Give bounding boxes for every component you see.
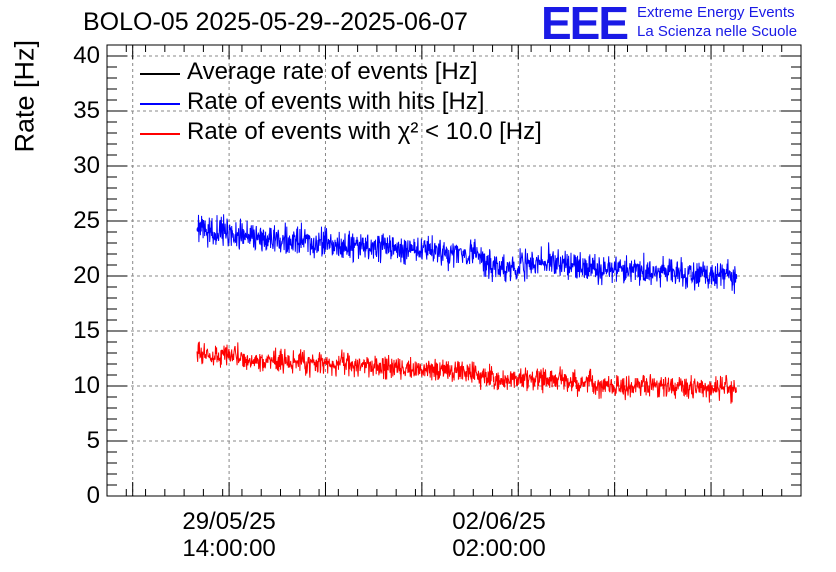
legend-swatch-blue xyxy=(140,103,180,105)
x-tick-date: 02/06/25 xyxy=(452,508,546,535)
legend-label: Average rate of events [Hz] xyxy=(187,58,478,85)
y-axis-label: Rate [Hz] xyxy=(9,39,40,153)
legend-label: Rate of events with hits [Hz] xyxy=(187,88,485,115)
y-tick-label: 10 xyxy=(73,372,100,399)
x-tick-date: 29/05/25 xyxy=(182,508,276,535)
y-tick-label: 40 xyxy=(73,42,100,69)
logo-caption: Extreme Energy Events La Scienza nelle S… xyxy=(637,3,797,41)
x-tick-time: 14:00:00 xyxy=(182,535,276,562)
y-tick-label: 15 xyxy=(73,317,100,344)
axis-ticks xyxy=(106,45,802,497)
y-tick-label: 35 xyxy=(73,97,100,124)
x-tick-time: 02:00:00 xyxy=(452,535,546,562)
series-layer xyxy=(196,214,738,404)
x-tick-label: 29/05/25 14:00:00 xyxy=(159,508,299,562)
legend-label: Rate of events with χ² < 10.0 [Hz] xyxy=(187,118,542,145)
y-tick-label: 25 xyxy=(73,207,100,234)
y-tick-label: 5 xyxy=(86,427,100,454)
x-tick-label: 02/06/25 02:00:00 xyxy=(429,508,569,562)
logo-caption-line2: La Scienza nelle Scuole xyxy=(637,23,798,40)
eee-logo: EEE xyxy=(541,0,629,49)
y-tick-label: 20 xyxy=(73,262,100,289)
legend-swatch-black xyxy=(140,73,180,75)
chart-title: BOLO-05 2025-05-29--2025-06-07 xyxy=(83,8,468,36)
series-line-1 xyxy=(196,214,738,294)
y-tick-label: 30 xyxy=(73,152,100,179)
y-tick-label: 0 xyxy=(86,482,100,509)
series-line-2 xyxy=(196,341,738,404)
legend-swatch-red xyxy=(140,133,180,135)
logo-caption-line1: Extreme Energy Events xyxy=(637,4,795,21)
